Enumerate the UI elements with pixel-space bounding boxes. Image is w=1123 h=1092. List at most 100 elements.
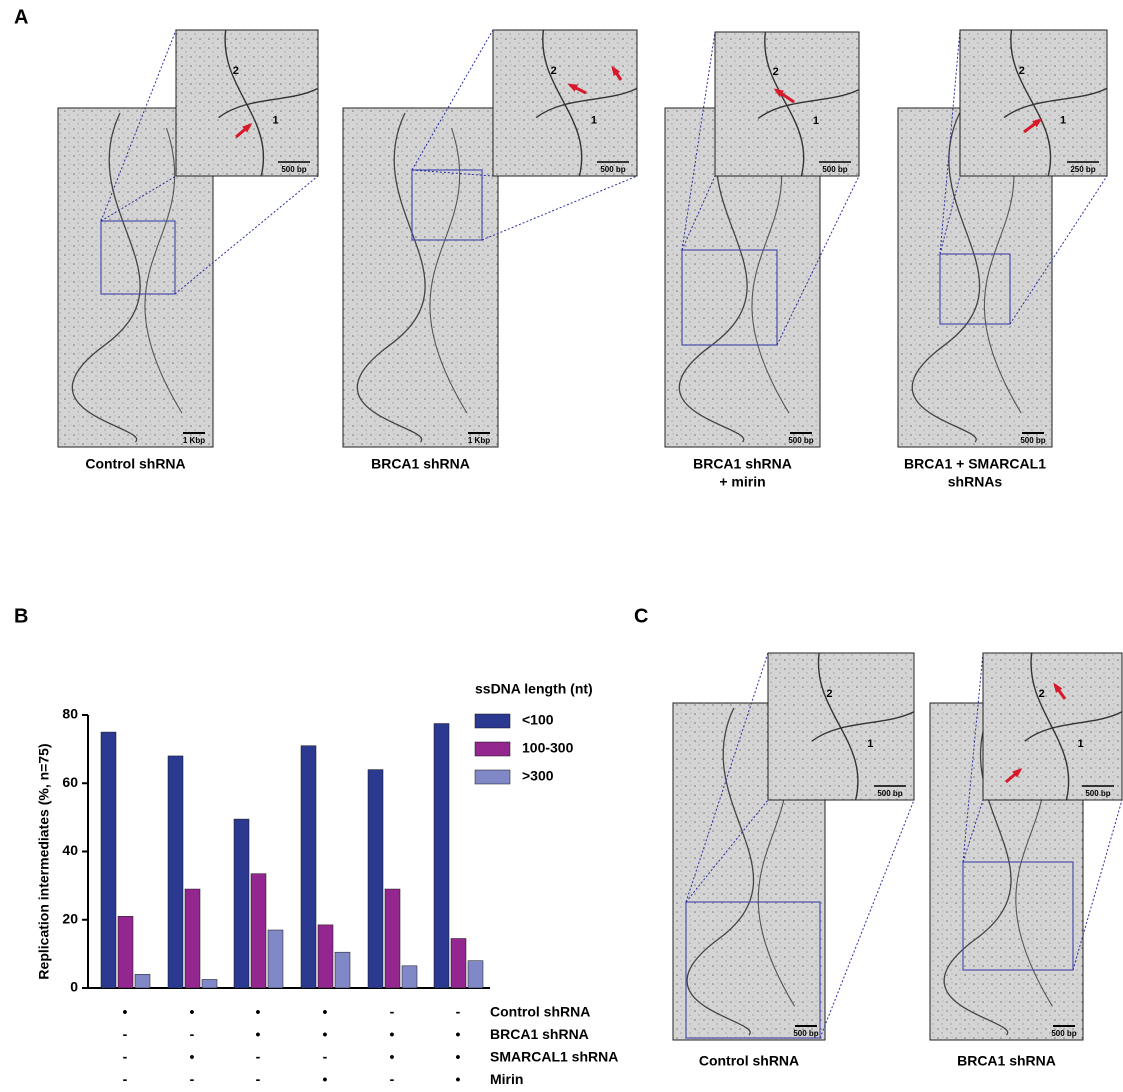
legend-swatch (474, 769, 511, 785)
condition-mark: • (256, 1004, 261, 1020)
bar (467, 960, 484, 989)
dna-strand (817, 652, 859, 801)
condition-label: Mirin (490, 1071, 523, 1087)
dna-strand (678, 112, 748, 443)
zoom-line (174, 175, 319, 295)
scale-bar-label: 250 bp (1070, 165, 1095, 174)
scale-bar-label: 500 bp (281, 165, 306, 174)
dna-strand (1024, 711, 1123, 742)
inset (982, 652, 1123, 801)
bar (134, 974, 151, 989)
condition-mark: - (123, 1071, 128, 1087)
arrow-head (611, 65, 621, 76)
condition-mark: - (256, 1071, 261, 1087)
dna-strand (811, 711, 915, 742)
condition-mark: • (390, 1026, 395, 1042)
zoom-box (939, 253, 1011, 325)
panel-label: A (14, 6, 28, 28)
bar (367, 769, 384, 989)
arrow-head (1032, 118, 1043, 128)
inset-label: 2 (233, 65, 239, 77)
bar (201, 979, 218, 989)
scale-bar-label: 500 bp (788, 436, 813, 445)
condition-mark: • (323, 1004, 328, 1020)
condition-label: Control shRNA (490, 1004, 590, 1020)
zoom-line (962, 799, 984, 863)
scale-bar-label: 500 bp (600, 165, 625, 174)
caption: shRNAs (948, 474, 1003, 490)
panel-label: C (634, 605, 648, 627)
zoom-line (681, 175, 716, 251)
scale-bar-label: 1 Kbp (468, 436, 490, 445)
bar (334, 951, 351, 989)
bar (450, 938, 467, 989)
inset (714, 31, 860, 177)
y-tick-label: 20 (62, 910, 78, 926)
scale-bar-label: 1 Kbp (183, 436, 205, 445)
zoom-box (685, 901, 821, 1039)
dna-strand (764, 31, 805, 177)
caption: + mirin (719, 474, 765, 490)
arrow-head (1053, 682, 1063, 693)
dna-strand (144, 127, 183, 414)
dna-strand (911, 112, 981, 443)
zoom-line (939, 175, 961, 255)
zoom-line (962, 652, 984, 863)
dna-strand (757, 88, 860, 119)
caption: BRCA1 shRNA (693, 456, 792, 472)
bar (184, 888, 201, 989)
condition-mark: • (256, 1026, 261, 1042)
condition-mark: • (123, 1004, 128, 1020)
dna-strand (224, 29, 265, 177)
condition-mark: - (123, 1026, 128, 1042)
zoom-line (411, 169, 494, 177)
dna-strand (218, 87, 319, 119)
zoom-line (1072, 799, 1123, 971)
inset-label: 2 (1039, 688, 1045, 700)
legend-label: <100 (522, 712, 554, 728)
zoom-line (1009, 175, 1108, 325)
legend-label: >300 (522, 768, 554, 784)
condition-mark: • (456, 1049, 461, 1065)
dna-strand (1030, 652, 1070, 801)
condition-mark: • (190, 1049, 195, 1065)
condition-mark: - (256, 1049, 261, 1065)
dna-strand (356, 112, 426, 443)
condition-mark: • (190, 1004, 195, 1020)
bar (433, 723, 450, 989)
dna-strand (686, 707, 754, 1036)
inset-label: 1 (1060, 114, 1066, 126)
inset (175, 29, 319, 177)
bar (167, 755, 184, 989)
inset-label: 2 (773, 66, 779, 78)
zoom-line (776, 175, 860, 346)
zoom-line (819, 799, 915, 1039)
condition-mark: - (190, 1071, 195, 1087)
condition-label: BRCA1 shRNA (490, 1026, 589, 1042)
bar (267, 929, 284, 989)
inset-label: 1 (273, 114, 279, 126)
condition-label: SMARCAL1 shRNA (490, 1049, 618, 1065)
y-tick-label: 0 (70, 979, 78, 995)
condition-mark: • (323, 1026, 328, 1042)
bar (233, 818, 250, 989)
inset (959, 29, 1108, 177)
bar (300, 745, 317, 989)
caption: BRCA1 + SMARCAL1 (904, 456, 1046, 472)
arrow-head (1012, 768, 1023, 778)
dna-strand (542, 29, 583, 177)
micrograph (342, 107, 499, 448)
caption: Control shRNA (85, 456, 185, 472)
caption: BRCA1 shRNA (371, 456, 470, 472)
caption: Control shRNA (699, 1053, 799, 1069)
bar (317, 924, 334, 989)
zoom-box (411, 169, 483, 241)
condition-mark: - (456, 1004, 461, 1020)
zoom-line (685, 799, 769, 903)
scale-bar-label: 500 bp (1051, 1029, 1076, 1038)
condition-mark: • (456, 1071, 461, 1087)
legend-swatch (474, 741, 511, 757)
zoom-line (681, 31, 716, 251)
bar (401, 965, 418, 989)
